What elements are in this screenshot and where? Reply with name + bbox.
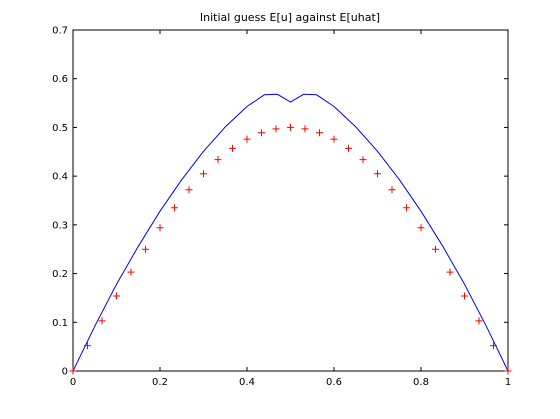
data-point-marker (475, 317, 483, 325)
series-layer (69, 93, 512, 375)
y-tick-label: 0.4 (52, 172, 68, 183)
data-point-marker (142, 245, 150, 253)
y-tick-label: 0.7 (52, 26, 68, 37)
plot-area (72, 29, 509, 372)
data-point-marker (504, 367, 512, 375)
y-tick-label: 0.3 (52, 220, 68, 231)
x-tick-label: 0.8 (413, 377, 429, 388)
x-axis: 0 0.2 0.4 0.6 0.8 1 (70, 30, 511, 388)
data-point-marker (243, 135, 251, 143)
y-tick-label: 0.1 (52, 318, 68, 329)
data-point-marker (431, 245, 439, 253)
data-point-marker (98, 317, 106, 325)
y-tick-label: 0.6 (52, 74, 68, 85)
data-point-marker (272, 125, 280, 133)
data-point-marker (185, 186, 193, 194)
data-point-marker (69, 367, 77, 375)
data-point-marker (229, 144, 237, 152)
data-point-marker (330, 135, 338, 143)
data-point-marker (359, 156, 367, 164)
series-line (72, 93, 509, 372)
data-point-marker (301, 125, 309, 133)
data-point-marker (127, 268, 135, 276)
data-point-marker (374, 170, 381, 178)
data-point-marker (214, 156, 222, 164)
data-point-marker (490, 342, 498, 350)
data-point-marker (446, 268, 454, 276)
data-point-marker (113, 292, 120, 300)
data-point-marker (287, 123, 294, 131)
data-point-marker (83, 342, 91, 350)
x-tick-label: 0.2 (152, 377, 168, 388)
y-tick-label: 0 (62, 367, 68, 378)
data-point-marker (388, 186, 396, 194)
data-point-marker (461, 292, 468, 300)
y-tick-label: 0.2 (52, 269, 68, 280)
y-tick-label: 0.5 (52, 123, 68, 134)
data-point-marker (257, 129, 265, 137)
chart-title: Initial guess E[u] against E[uhat] (200, 11, 380, 24)
data-point-marker (417, 224, 425, 232)
series-markers (69, 123, 512, 375)
x-tick-label: 1 (505, 377, 511, 388)
x-tick-label: 0 (70, 377, 76, 388)
data-point-marker (170, 204, 178, 212)
data-point-marker (316, 129, 324, 137)
data-point-marker (403, 204, 411, 212)
data-point-marker (156, 224, 164, 232)
x-tick-label: 0.6 (326, 377, 342, 388)
y-axis: 0 0.1 0.2 0.3 0.4 0.5 0.6 0.7 (52, 26, 508, 378)
data-point-marker (344, 144, 352, 152)
data-point-marker (200, 170, 207, 178)
x-tick-label: 0.4 (239, 377, 255, 388)
